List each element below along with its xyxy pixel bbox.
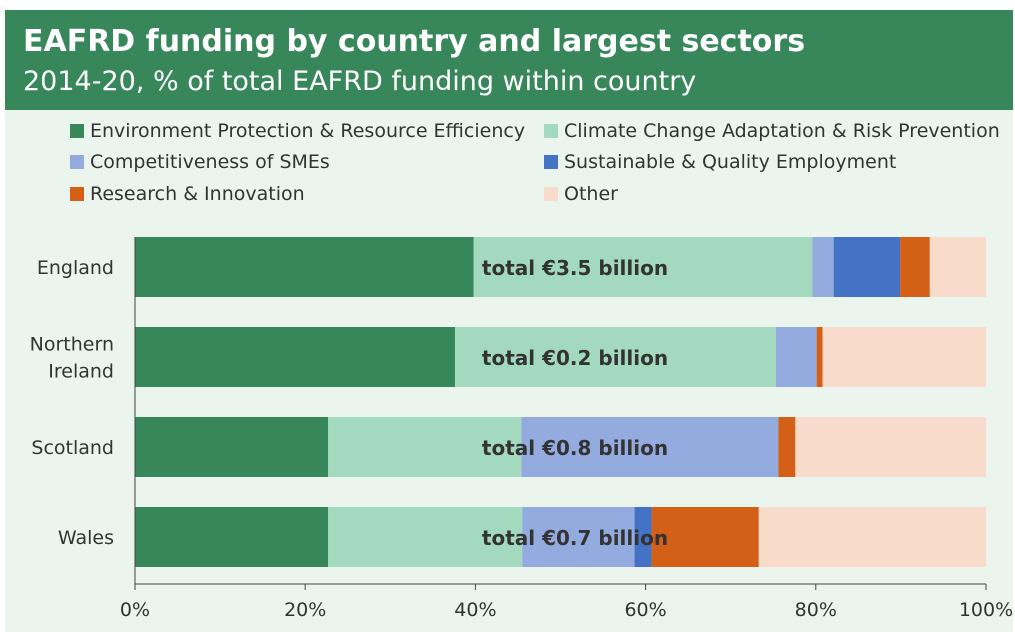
bar-segment xyxy=(135,327,455,387)
x-tick-label: 100% xyxy=(959,599,1013,621)
bar-segment xyxy=(651,507,759,567)
bar-segment xyxy=(778,417,796,477)
legend-swatch xyxy=(70,124,84,138)
bar-segment xyxy=(135,507,329,567)
bar-segment xyxy=(816,327,823,387)
legend-swatch xyxy=(70,155,84,169)
bar-segment xyxy=(522,507,635,567)
chart-header: EAFRD funding by country and largest sec… xyxy=(5,10,1013,110)
bar-segment xyxy=(521,417,779,477)
category-label: Wales xyxy=(58,527,114,549)
category-label: Northern xyxy=(30,334,114,356)
x-tick-label: 0% xyxy=(120,599,150,621)
category-label: Scotland xyxy=(31,437,114,459)
bar-segment xyxy=(833,237,901,297)
bar-segment xyxy=(135,417,329,477)
legend-item-climate-change-adaptation: Climate Change Adaptation & Risk Prevent… xyxy=(544,120,1000,142)
legend-label: Research & Innovation xyxy=(90,183,305,205)
legend-label: Sustainable & Quality Employment xyxy=(564,151,897,173)
chart-subtitle: 2014-20, % of total EAFRD funding within… xyxy=(23,66,697,97)
total-annotation: total €0.7 billion xyxy=(482,526,668,550)
legend-swatch xyxy=(70,187,84,201)
bar-segment xyxy=(328,507,523,567)
bar-segment xyxy=(822,327,986,387)
x-tick-label: 20% xyxy=(284,599,326,621)
bar-segment xyxy=(454,327,776,387)
legend-item-environment-protection: Environment Protection & Resource Effici… xyxy=(70,120,525,142)
legend-label: Competitiveness of SMEs xyxy=(90,151,330,173)
legend-item-competitiveness-smes: Competitiveness of SMEs xyxy=(70,151,330,173)
bar-segment xyxy=(758,507,986,567)
x-tick-label: 40% xyxy=(454,599,496,621)
legend-label: Climate Change Adaptation & Risk Prevent… xyxy=(564,120,1000,142)
bar-segment xyxy=(135,237,474,297)
bar-segment xyxy=(795,417,986,477)
bar-segment xyxy=(812,237,834,297)
bar-segment xyxy=(929,237,986,297)
chart-title: EAFRD funding by country and largest sec… xyxy=(23,24,806,59)
x-tick-label: 80% xyxy=(795,599,837,621)
legend-swatch xyxy=(544,155,558,169)
category-label: England xyxy=(37,257,114,279)
legend-label: Other xyxy=(564,183,618,205)
total-annotation: total €3.5 billion xyxy=(482,256,668,280)
legend-item-research-innovation: Research & Innovation xyxy=(70,183,305,205)
legend-swatch xyxy=(544,124,558,138)
bar-segment xyxy=(775,327,817,387)
bar-segment xyxy=(634,507,652,567)
legend-item-other: Other xyxy=(544,183,618,205)
bar-segment xyxy=(900,237,930,297)
total-annotation: total €0.2 billion xyxy=(482,346,668,370)
legend-label: Environment Protection & Resource Effici… xyxy=(90,120,526,142)
category-label: Ireland xyxy=(48,361,114,383)
x-tick-label: 60% xyxy=(624,599,666,621)
legend-swatch xyxy=(544,187,558,201)
bar-segment xyxy=(473,237,813,297)
legend-item-sustainable-employment: Sustainable & Quality Employment xyxy=(544,151,896,173)
bar-segment xyxy=(328,417,522,477)
total-annotation: total €0.8 billion xyxy=(482,436,668,460)
